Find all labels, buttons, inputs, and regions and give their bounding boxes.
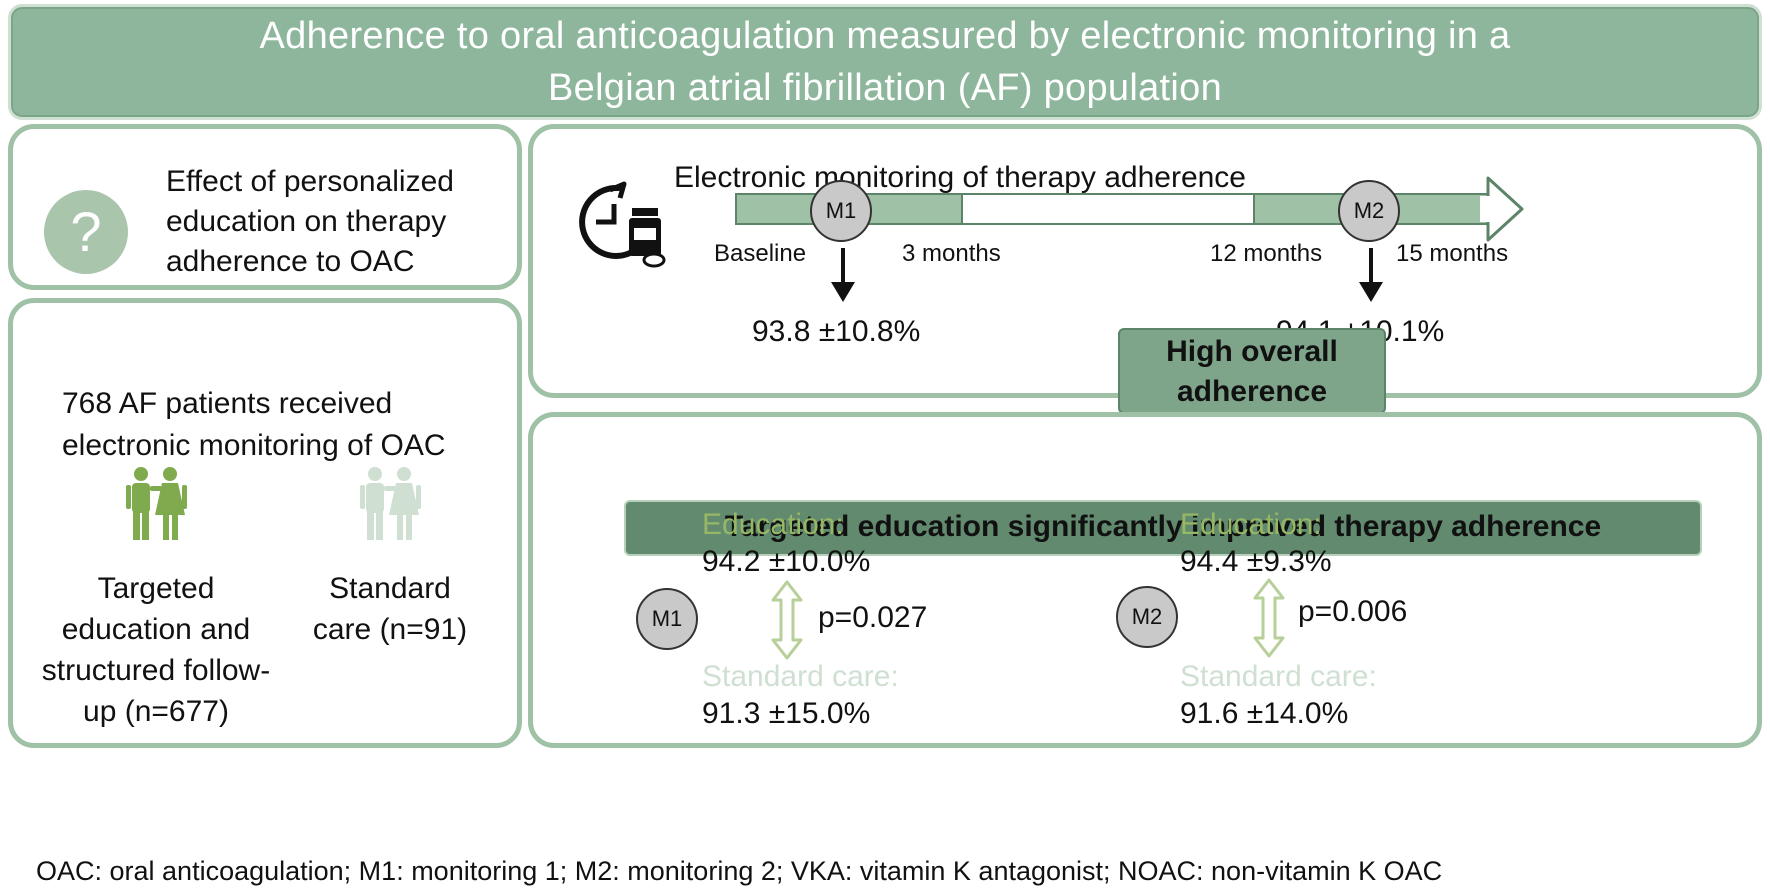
double-arrow-m2 (1253, 578, 1285, 658)
monitoring-title: Electronic monitoring of therapy adheren… (674, 161, 1246, 194)
m2-education-value: 94.4 ±9.3% (1180, 545, 1332, 578)
couple-icon-education (126, 467, 187, 540)
question-text: Effect of personalized education on ther… (166, 162, 546, 282)
marker-m1-timeline: M1 (810, 180, 872, 242)
high-adherence-line-1: High overall (1166, 335, 1338, 368)
m2-standard-label: Standard care: (1180, 660, 1377, 693)
marker-m1-results: M1 (636, 588, 698, 650)
m2-standard-value: 91.6 ±14.0% (1180, 697, 1349, 730)
footnote: OAC: oral anticoagulation; M1: monitorin… (36, 856, 1443, 886)
down-arrow-m1 (831, 248, 855, 302)
page-title: Adherence to oral anticoagulation measur… (8, 10, 1762, 114)
education-group-line-3: structured follow- (41, 654, 271, 687)
timeline-label-baseline: Baseline (714, 240, 807, 267)
standard-group-line-1: Standard (329, 572, 451, 605)
m2-p-value: p=0.006 (1298, 595, 1408, 628)
question-mark-icon: ? (44, 190, 128, 274)
high-adherence-line-2: adherence (1176, 375, 1328, 408)
question-line-3: adherence to OAC (166, 245, 415, 278)
education-banner: Targeted education significantly improve… (624, 500, 1702, 556)
marker-m2-results: M2 (1116, 586, 1178, 648)
education-group-line-1: Targeted (97, 572, 215, 605)
double-arrow-m1 (771, 580, 803, 660)
title-line-1: Adherence to oral anticoagulation measur… (259, 15, 1511, 57)
m1-education-label: Education: (702, 508, 844, 541)
timeline-label-12-months: 12 months (1210, 240, 1323, 267)
m1-education-value: 94.2 ±10.0% (702, 545, 871, 578)
title-line-2: Belgian atrial fibrillation (AF) populat… (547, 67, 1223, 109)
patients-panel (8, 298, 522, 748)
down-arrow-m2 (1359, 248, 1383, 302)
high-adherence-badge: High overall adherence (1118, 328, 1386, 414)
patients-line-2: electronic monitoring of OAC (62, 429, 446, 462)
patients-summary: 768 AF patients received electronic moni… (62, 383, 582, 467)
marker-m2-timeline: M2 (1338, 180, 1400, 242)
education-results-panel (528, 412, 1762, 748)
education-group-line-4: up (n=677) (83, 695, 229, 728)
education-group-label: Targeted education and structured follow… (18, 568, 294, 732)
couple-icon-standard (360, 467, 421, 540)
title-banner (8, 4, 1762, 120)
clock-medication-icon (579, 181, 666, 268)
m1-standard-label: Standard care: (702, 660, 899, 693)
m2-education-label: Education: (1180, 508, 1322, 541)
question-line-2: education on therapy (166, 205, 447, 238)
timeline-label-15-months: 15 months (1396, 240, 1509, 267)
standard-group-label: Standard care (n=91) (290, 568, 490, 650)
m1-standard-value: 91.3 ±15.0% (702, 697, 871, 730)
question-line-1: Effect of personalized (166, 165, 454, 198)
standard-group-line-2: care (n=91) (312, 613, 468, 646)
timeline-label-3-months: 3 months (902, 240, 1001, 267)
patients-line-1: 768 AF patients received (62, 387, 393, 420)
education-group-line-2: education and (61, 613, 251, 646)
m1-p-value: p=0.027 (818, 601, 928, 634)
m1-overall-value: 93.8 ±10.8% (752, 315, 921, 348)
